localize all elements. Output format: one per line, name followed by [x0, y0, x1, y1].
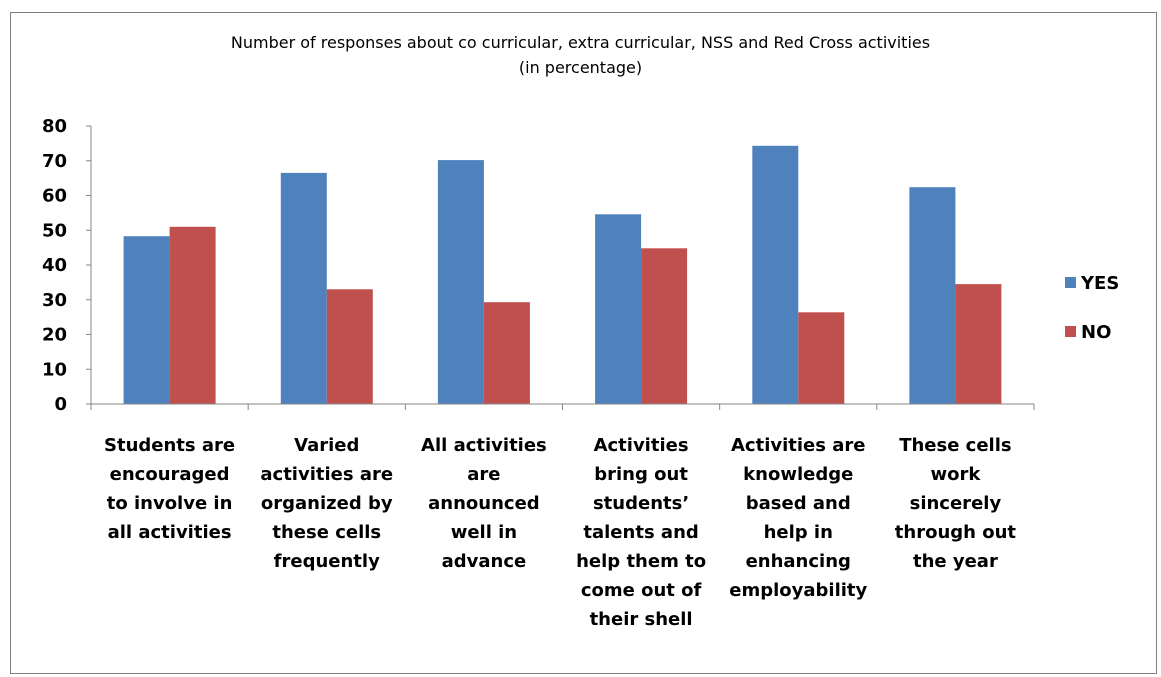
bar-yes-5	[752, 145, 799, 405]
x-category-label-line: These cells	[899, 435, 1012, 456]
x-category-label-line: Students are	[104, 435, 236, 456]
x-category-label-line: these cells	[272, 522, 382, 543]
y-tick-label: 30	[42, 290, 67, 311]
legend-swatch-yes	[1065, 277, 1076, 288]
axes-group: 0 10 20 30 40 50 60 70 80	[42, 116, 1035, 415]
bar-yes-4	[595, 214, 642, 404]
bar-yes-2	[280, 172, 327, 404]
x-category-label-line: enhancing	[745, 551, 851, 572]
bar-no-3	[483, 302, 530, 404]
legend-label-yes: YES	[1080, 273, 1119, 294]
x-category-label-line: employability	[729, 580, 868, 601]
x-category-label-line: the year	[912, 551, 998, 572]
legend-label-no: NO	[1081, 322, 1111, 343]
x-category-label-6: These cells work sincerely through out the y…	[880, 431, 1030, 576]
x-category-label-line: help in	[763, 522, 833, 543]
x-category-label-line: All activities	[421, 435, 547, 456]
x-category-label-line: organized by	[260, 493, 393, 514]
y-tick-label: 50	[42, 220, 67, 241]
y-tick-label: 10	[42, 359, 67, 380]
x-category-label-line: advance	[441, 551, 527, 572]
x-category-label-line: come out of	[580, 580, 702, 601]
bars-group	[123, 145, 1002, 405]
y-tick-label: 0	[54, 394, 67, 415]
chart-title: Number of responses about co curricular,…	[0, 30, 1161, 80]
x-category-label-5: Activities are knowledge based and help in e…	[723, 431, 873, 605]
bar-no-4	[641, 248, 688, 404]
x-category-label-line: are	[467, 464, 501, 485]
bar-yes-6	[909, 187, 956, 404]
x-category-label-line: talents and	[583, 522, 699, 543]
x-category-label-line: encouraged	[109, 464, 230, 485]
x-category-label-line: announced	[428, 493, 540, 514]
bar-no-1	[169, 226, 216, 404]
x-category-label-line: work	[930, 464, 981, 485]
x-category-label-line: through out	[894, 522, 1017, 543]
chart-subtitle-line: (in percentage)	[518, 58, 643, 77]
x-category-label-line: Activities	[593, 435, 689, 456]
legend-swatch-no	[1065, 326, 1076, 337]
x-category-label-line: their shell	[589, 609, 693, 630]
x-category-label-line: students’	[592, 493, 690, 514]
x-category-label-3: All activities are announced well in advance	[409, 431, 559, 576]
x-category-label-4: Activities bring out students’ talents and h…	[566, 431, 716, 634]
x-category-label-line: frequently	[273, 551, 380, 572]
bar-yes-1	[123, 236, 170, 404]
x-category-label-line: Varied	[294, 435, 360, 456]
y-tick-label: 60	[42, 186, 67, 207]
y-tick-label: 80	[42, 116, 67, 137]
x-category-label-line: bring out	[594, 464, 688, 485]
x-category-label-line: knowledge	[743, 464, 854, 485]
x-category-label-line: all activities	[107, 522, 232, 543]
y-tick-label: 40	[42, 255, 67, 276]
x-category-label-1: Students are encouraged to involve in all a…	[95, 431, 245, 547]
x-category-label-2: Varied activities are organized by these ce…	[252, 431, 402, 576]
bar-yes-3	[437, 160, 484, 404]
x-category-label-line: sincerely	[909, 493, 1002, 514]
x-category-label-line: to involve in	[106, 493, 233, 514]
x-category-label-line: Activities are	[731, 435, 866, 456]
bar-no-2	[326, 289, 373, 404]
x-category-label-line: activities are	[260, 464, 394, 485]
x-category-label-line: well in	[450, 522, 518, 543]
legend: YES NO	[1065, 273, 1119, 343]
x-category-label-line: based and	[745, 493, 851, 514]
bar-no-5	[798, 312, 845, 404]
bar-no-6	[955, 284, 1002, 404]
y-tick-label: 20	[42, 325, 67, 346]
chart-title-line: Number of responses about co curricular,…	[230, 33, 931, 52]
x-category-label-line: help them to	[576, 551, 707, 572]
y-tick-label: 70	[42, 151, 67, 172]
